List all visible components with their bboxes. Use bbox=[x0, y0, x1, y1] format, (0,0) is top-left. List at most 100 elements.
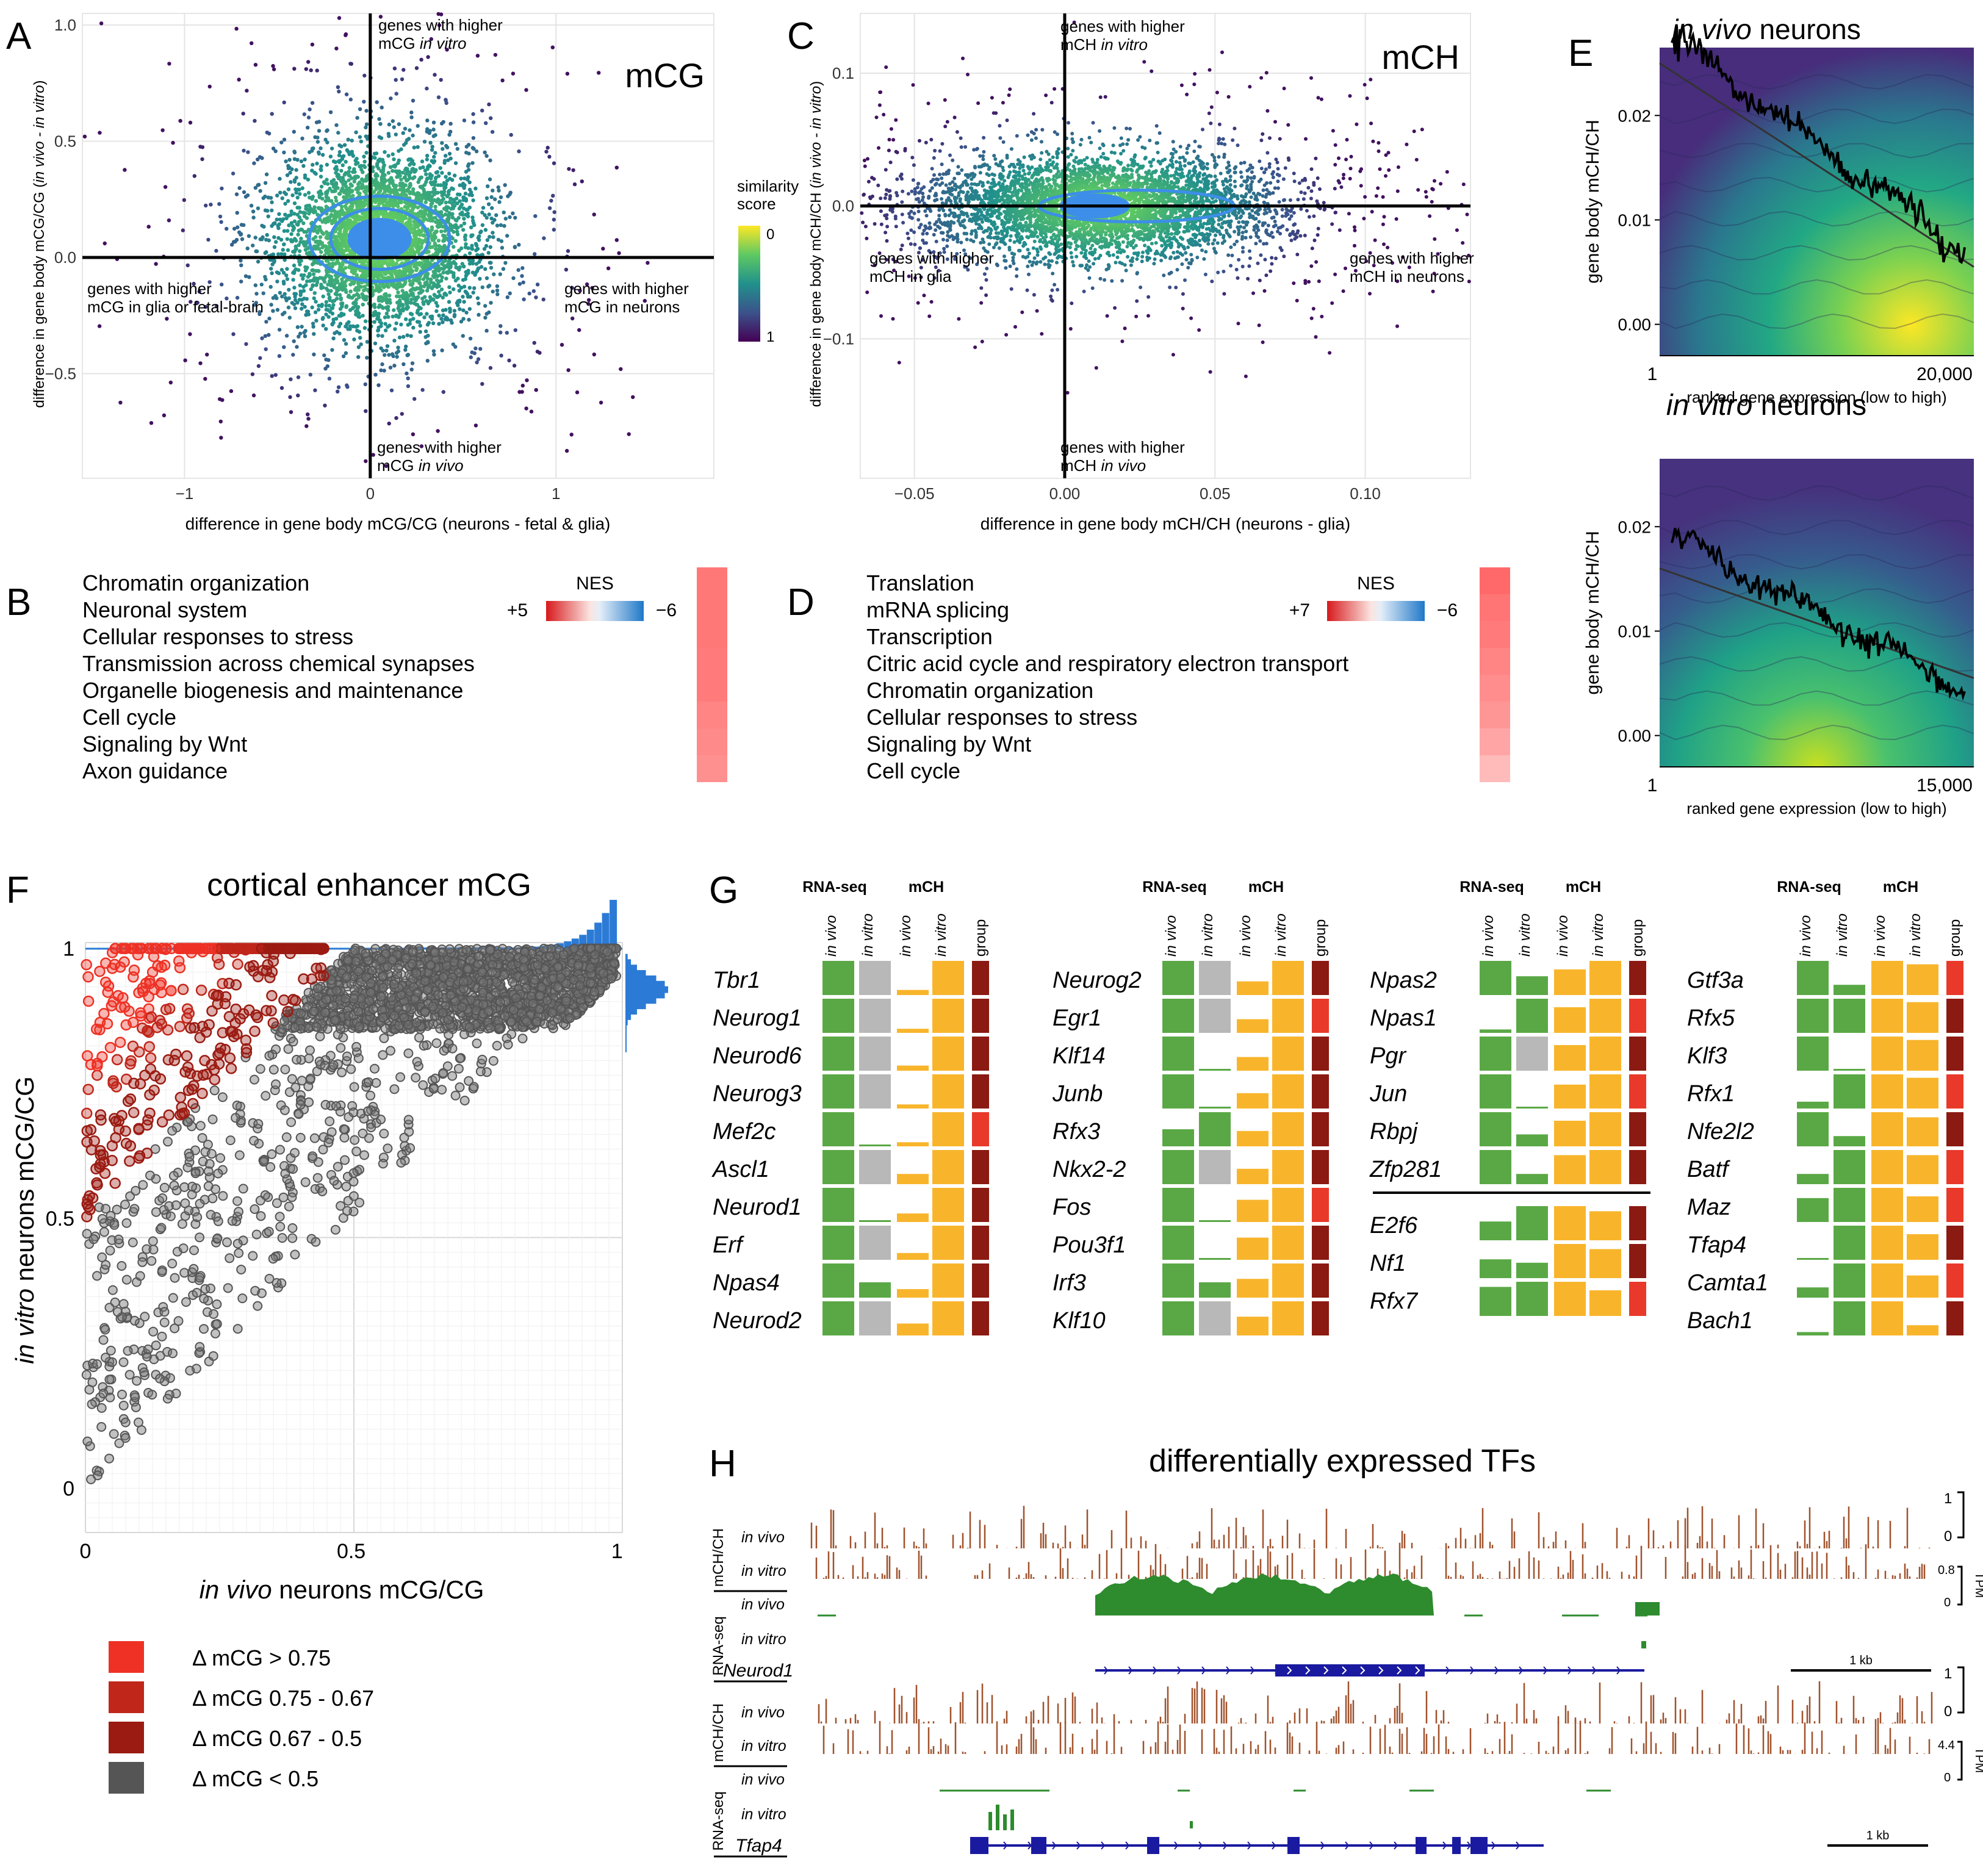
scatter-point bbox=[480, 285, 484, 290]
scatter-point bbox=[578, 289, 582, 293]
scatter-point bbox=[232, 226, 237, 231]
scatter-point bbox=[277, 212, 281, 217]
scatter-point bbox=[491, 235, 495, 239]
scatter-point bbox=[490, 130, 495, 134]
scatter-point bbox=[376, 289, 381, 293]
scatter-point bbox=[542, 236, 546, 240]
scatter-point bbox=[300, 298, 304, 302]
scatter-point bbox=[326, 198, 330, 202]
scatter-point bbox=[483, 228, 488, 232]
scatter-point bbox=[432, 275, 437, 279]
scatter-point bbox=[1192, 149, 1197, 153]
scatter-point bbox=[498, 272, 502, 276]
scatter-point bbox=[413, 229, 417, 234]
scatter-point bbox=[404, 141, 408, 145]
scatter-point bbox=[450, 215, 455, 220]
scatter-point bbox=[1024, 220, 1028, 225]
scatter-point bbox=[534, 388, 538, 392]
scatter-point bbox=[384, 348, 389, 353]
scatter-point bbox=[439, 121, 444, 126]
scatter-point bbox=[411, 133, 415, 138]
scatter-point bbox=[424, 341, 428, 346]
scatter-point bbox=[418, 166, 422, 170]
scatter-point bbox=[492, 272, 496, 276]
scatter-point bbox=[312, 332, 316, 336]
scatter-point bbox=[426, 55, 430, 59]
scatter-point bbox=[547, 154, 552, 159]
scatter-point bbox=[547, 206, 552, 210]
scatter-point bbox=[380, 106, 384, 110]
scatter-point bbox=[509, 132, 513, 137]
scatter-point bbox=[406, 178, 410, 182]
scatter-point bbox=[277, 354, 282, 358]
scatter-point bbox=[447, 132, 452, 137]
scatter-point bbox=[421, 300, 425, 304]
scatter-point bbox=[387, 122, 392, 127]
scatter-point bbox=[450, 320, 454, 325]
scatter-point bbox=[512, 364, 517, 368]
scatter-point bbox=[403, 282, 407, 286]
scatter-point bbox=[372, 303, 376, 307]
scatter-point bbox=[477, 234, 481, 239]
scatter-point bbox=[355, 324, 360, 328]
scatter-point bbox=[308, 372, 312, 377]
scatter-point bbox=[413, 169, 417, 173]
scatter-point bbox=[469, 233, 473, 237]
scatter-point bbox=[271, 63, 275, 68]
scatter-point bbox=[376, 325, 381, 330]
scatter-point bbox=[422, 315, 426, 320]
scatter-point bbox=[571, 168, 575, 173]
scatter-point bbox=[365, 340, 370, 344]
scatter-point bbox=[503, 217, 508, 221]
scatter-point bbox=[312, 352, 316, 357]
scatter-point bbox=[475, 269, 480, 273]
scatter-point bbox=[351, 193, 355, 198]
chart-title-a: mCG bbox=[625, 56, 705, 95]
scatter-point bbox=[163, 185, 168, 189]
scatter-point bbox=[470, 146, 475, 150]
y-tick-label: 0.0 bbox=[54, 248, 76, 267]
scatter-point bbox=[411, 241, 416, 245]
scatter-point bbox=[386, 171, 390, 175]
scatter-point bbox=[435, 304, 440, 308]
scatter-point bbox=[386, 276, 390, 280]
scatter-point bbox=[525, 378, 529, 383]
scatter-point bbox=[316, 307, 321, 312]
scatter-point bbox=[439, 229, 444, 234]
scatter-point bbox=[308, 107, 312, 112]
scatter-point bbox=[361, 270, 366, 275]
scatter-point bbox=[289, 209, 293, 214]
scatter-point bbox=[487, 102, 491, 107]
scatter-point bbox=[486, 284, 491, 289]
scatter-point bbox=[497, 189, 501, 193]
scatter-point bbox=[301, 276, 305, 281]
similarity-colorbar bbox=[738, 226, 760, 342]
scatter-point bbox=[408, 318, 412, 322]
scatter-point bbox=[433, 176, 438, 181]
scatter-point bbox=[471, 120, 476, 124]
scatter-point bbox=[402, 271, 406, 275]
scatter-point bbox=[586, 302, 591, 306]
scatter-point bbox=[982, 135, 986, 140]
scatter-point bbox=[614, 238, 619, 242]
scatter-point bbox=[361, 303, 365, 307]
scatter-point bbox=[1371, 139, 1375, 143]
scatter-point bbox=[200, 145, 205, 149]
scatter-point bbox=[436, 183, 441, 187]
scatter-point bbox=[403, 348, 408, 352]
scatter-point bbox=[154, 262, 158, 266]
scatter-point bbox=[1344, 266, 1347, 270]
scatter-point bbox=[984, 293, 988, 297]
scatter-point bbox=[459, 176, 463, 181]
scatter-point bbox=[320, 153, 325, 157]
scatter-point bbox=[498, 223, 503, 228]
scatter-point bbox=[467, 180, 472, 185]
scatter-point bbox=[334, 317, 339, 321]
scatter-point bbox=[475, 54, 480, 58]
scatter-point bbox=[346, 137, 350, 142]
scatter-point bbox=[358, 135, 362, 139]
scatter-point bbox=[206, 237, 211, 242]
scatter-point bbox=[395, 171, 400, 175]
scatter-point bbox=[309, 68, 313, 73]
scatter-point bbox=[239, 279, 243, 284]
